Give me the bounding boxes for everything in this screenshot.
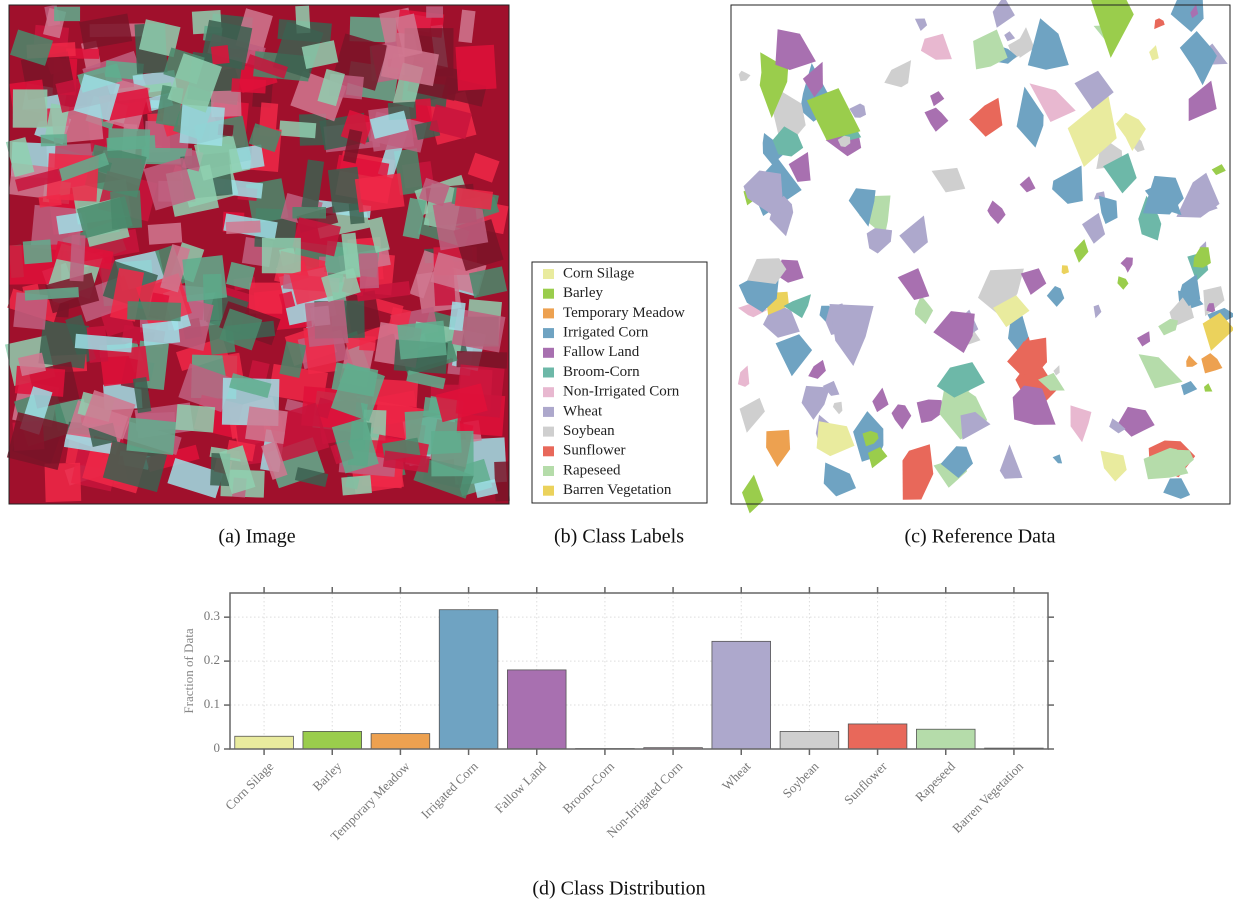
- field: [70, 235, 86, 282]
- field: [175, 404, 215, 433]
- x-tick-label: Wheat: [719, 758, 754, 793]
- bar: [916, 729, 975, 749]
- field: [494, 461, 510, 501]
- legend-swatch: [543, 269, 554, 279]
- legend-label: Barren Vegetation: [563, 482, 672, 498]
- field: [305, 299, 349, 347]
- x-tick-label: Sunflower: [841, 758, 890, 807]
- x-tick-label: Barley: [309, 758, 344, 793]
- field: [262, 238, 301, 274]
- bar: [371, 734, 430, 749]
- legend-label: Fallow Land: [563, 344, 640, 360]
- field: [341, 475, 372, 495]
- field: [249, 283, 282, 314]
- y-axis-label: Fraction of Data: [181, 628, 196, 713]
- legend-label: Broom-Corn: [563, 364, 640, 380]
- caption: (b) Class Labels: [554, 526, 684, 548]
- field: [231, 78, 266, 93]
- field: [45, 463, 82, 502]
- bar: [235, 736, 294, 749]
- field: [211, 45, 230, 65]
- axes-frame: [230, 593, 1048, 749]
- field: [41, 134, 68, 146]
- y-tick-label: 0.1: [204, 696, 220, 711]
- legend-label: Rapeseed: [563, 462, 621, 478]
- field: [127, 301, 181, 321]
- legend-label: Irrigated Corn: [563, 325, 649, 341]
- x-tick-label: Broom-Corn: [560, 758, 618, 816]
- legend-swatch: [543, 368, 554, 378]
- field: [455, 45, 496, 91]
- legend-swatch: [543, 486, 554, 496]
- caption: (d) Class Distribution: [532, 878, 705, 900]
- field: [226, 221, 261, 234]
- caption: (c) Reference Data: [905, 526, 1056, 548]
- bar: [507, 670, 566, 749]
- field: [110, 190, 142, 229]
- field: [245, 406, 288, 444]
- legend-swatch: [543, 328, 554, 338]
- legend-swatch: [543, 446, 554, 456]
- x-tick-label: Fallow Land: [492, 758, 550, 816]
- field: [292, 207, 326, 219]
- y-tick-label: 0.2: [204, 652, 220, 667]
- field: [397, 321, 446, 360]
- field: [359, 253, 379, 289]
- legend-label: Corn Silage: [563, 265, 635, 281]
- x-tick-label: Irrigated Corn: [418, 758, 481, 821]
- legend-swatch: [543, 427, 554, 437]
- caption: (a) Image: [218, 526, 295, 548]
- field: [126, 418, 176, 455]
- field: [279, 120, 316, 138]
- field: [426, 6, 443, 17]
- legend-label: Barley: [563, 285, 603, 301]
- legend-swatch: [543, 348, 554, 358]
- legend-label: Non-Irrigated Corn: [563, 384, 680, 400]
- bar-chart: 0 0.1 0.2 0.3 Fraction of Data Corn Silage Bar…: [181, 587, 1054, 844]
- field: [23, 239, 52, 264]
- legend-swatch: [543, 308, 554, 318]
- bar: [780, 731, 839, 749]
- legend-label: Sunflower: [563, 443, 626, 459]
- bar: [439, 610, 498, 749]
- field: [431, 431, 474, 476]
- x-tick-label: Corn Silage: [222, 758, 276, 812]
- reference-map: [731, 0, 1233, 513]
- legend-label: Temporary Meadow: [563, 305, 685, 321]
- x-tick-label: Rapeseed: [912, 758, 958, 804]
- y-tick-label: 0.3: [204, 608, 220, 623]
- field: [142, 320, 180, 346]
- bar: [712, 641, 771, 749]
- x-tick-label: Non-Irrigated Corn: [603, 758, 685, 840]
- legend-swatch: [543, 289, 554, 299]
- field: [148, 223, 183, 245]
- x-tick-label: Soybean: [779, 758, 822, 801]
- satellite-image: [5, 5, 510, 504]
- field: [54, 7, 80, 22]
- bar: [303, 731, 362, 749]
- field: [13, 89, 48, 127]
- legend-swatch: [543, 387, 554, 397]
- figure: Corn Silage Barley Temporary Meadow Irrigat…: [0, 0, 1233, 905]
- legend-swatch: [543, 407, 554, 417]
- legend-swatch: [543, 466, 554, 476]
- field: [355, 173, 405, 212]
- y-tick-label: 0: [214, 740, 221, 755]
- legend-label: Wheat: [563, 403, 603, 419]
- field: [182, 255, 227, 302]
- legend-label: Soybean: [563, 423, 615, 439]
- bar: [848, 724, 907, 749]
- page: Corn Silage Barley Temporary Meadow Irrigat…: [0, 0, 1233, 910]
- x-tick-label: Barren Vegetation: [949, 758, 1026, 835]
